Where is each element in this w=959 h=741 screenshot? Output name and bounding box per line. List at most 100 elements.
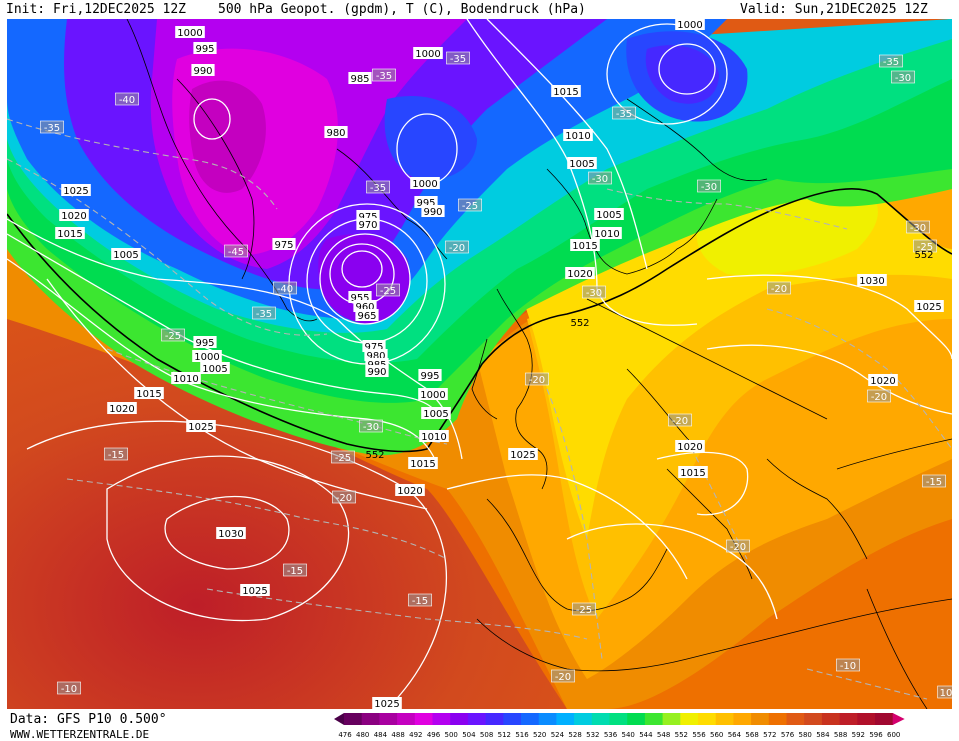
pressure-label-box xyxy=(418,388,448,400)
pressure-label-box xyxy=(134,387,164,399)
colorbar-tick-label: 580 xyxy=(798,731,812,739)
pressure-label-box xyxy=(857,274,887,286)
temperature-label-box xyxy=(104,447,128,461)
temperature-label-text: -20 xyxy=(672,416,688,427)
pressure-label-text: 1005 xyxy=(202,364,227,375)
temperature-label-box xyxy=(668,413,692,427)
temperature-label-box xyxy=(525,372,549,386)
pressure-label: 990 xyxy=(421,205,445,218)
temperature-label-text: -35 xyxy=(256,309,272,320)
temperature-label: -30 xyxy=(891,70,915,84)
pressure-label-box xyxy=(216,527,246,539)
isobar-norway-low xyxy=(658,43,716,95)
pressure-label-text: 1000 xyxy=(194,352,219,363)
coast-middle-east xyxy=(866,588,928,709)
colorbar-cell xyxy=(556,713,575,725)
temperature-label-box xyxy=(408,593,432,607)
temperature-label-text: -25 xyxy=(576,605,592,616)
pressure-label-box xyxy=(107,402,137,414)
pressure-label: 1005 xyxy=(200,362,230,375)
temperature-label-text: -15 xyxy=(926,477,942,488)
temperature-label: -40 xyxy=(115,92,139,106)
pressure-label-text: 1025 xyxy=(916,302,941,313)
pressure-label-box xyxy=(408,457,438,469)
pressure-label-text: 975 xyxy=(274,240,293,251)
colorbar-cell xyxy=(839,713,858,725)
temperature-label: -25 xyxy=(572,602,596,616)
isotherm xyxy=(606,188,848,230)
pressure-label: 1005 xyxy=(111,248,141,261)
temperature-label-box xyxy=(273,281,297,295)
pressure-label: 975 xyxy=(272,238,296,251)
colorbar-tick-label: 596 xyxy=(869,731,883,739)
isobar-low-965 xyxy=(319,233,411,325)
temperature-label-text: -40 xyxy=(119,95,135,106)
isobar xyxy=(706,344,952,415)
isobar-low-975 xyxy=(288,203,446,365)
isobar-russia-high xyxy=(706,274,952,360)
colorbar-cell xyxy=(538,713,557,725)
pressure-label-text: 995 xyxy=(195,44,214,55)
pressure-label-text: 1015 xyxy=(57,229,82,240)
colorbar-cell xyxy=(875,713,894,725)
pressure-label-text: 1000 xyxy=(420,390,445,401)
pressure-label-box xyxy=(421,205,445,217)
temperature-label: -20 xyxy=(867,389,891,403)
colorbar-cells xyxy=(334,713,905,725)
colorbar-tick-label: 508 xyxy=(479,731,494,739)
coast-north xyxy=(626,98,768,182)
pressure-label: 1030 xyxy=(216,527,246,540)
pressure-label-text: 955 xyxy=(350,293,369,304)
pressure-label: 995 xyxy=(193,336,217,349)
pressure-label-box xyxy=(395,484,425,496)
isobar xyxy=(7,258,438,465)
colorbar-cell xyxy=(786,713,805,725)
pressure-label-text: 1020 xyxy=(677,442,702,453)
colorbar-tick-label: 524 xyxy=(550,731,565,739)
pressure-label-text: 1000 xyxy=(412,179,437,190)
temperature-label: -30 xyxy=(359,419,383,433)
temperature-label-box xyxy=(836,658,860,672)
field-blue-core xyxy=(645,45,719,104)
pressure-label-text: 1005 xyxy=(569,159,594,170)
pressure-label-text: 1030 xyxy=(218,529,243,540)
isobar xyxy=(26,420,447,709)
data-source: Data: GFS P10 0.500° xyxy=(10,712,167,727)
pressure-label: 1005 xyxy=(421,407,451,420)
colorbar-tick-label: 560 xyxy=(710,731,724,739)
geopotential-label-text: 552 xyxy=(914,250,933,261)
temperature-label-text: -30 xyxy=(910,223,926,234)
colorbar-arrow-left xyxy=(334,713,344,725)
temperature-label-text: -20 xyxy=(529,375,545,386)
pressure-label-box xyxy=(111,248,141,260)
pressure-label-text: 1000 xyxy=(177,28,202,39)
temperature-label-text: -35 xyxy=(376,71,392,82)
pressure-label-box xyxy=(365,365,389,377)
pressure-label-text: 1015 xyxy=(680,468,705,479)
pressure-label-text: 1005 xyxy=(113,250,138,261)
pressure-label-box xyxy=(191,64,215,76)
geopotential-label: 552 xyxy=(365,450,384,461)
colorbar-tick-label: 480 xyxy=(356,731,370,739)
pressure-label-text: 1025 xyxy=(63,186,88,197)
colorbar-cell xyxy=(361,713,380,725)
temperature-label-box xyxy=(551,669,575,683)
init-time: Init: Fri,12DEC2025 12Z xyxy=(6,2,187,17)
pressure-label-box xyxy=(171,372,201,384)
valid-time: Valid: Sun,21DEC2025 12Z xyxy=(740,2,928,17)
pressure-label-text: 990 xyxy=(367,367,386,378)
pressure-label-text: 1010 xyxy=(421,432,446,443)
temperature-label-text: -15 xyxy=(108,450,124,461)
pressure-label: 1015 xyxy=(551,85,581,98)
temperature-label: -20 xyxy=(767,281,791,295)
temperature-label-box xyxy=(372,68,396,82)
pressure-label-text: 1000 xyxy=(677,20,702,31)
temperature-label: -35 xyxy=(366,180,390,194)
temperature-label-box xyxy=(332,490,356,504)
temperature-label: -20 xyxy=(445,240,469,254)
pressure-label: 1010 xyxy=(171,372,201,385)
temperature-label-box xyxy=(588,171,612,185)
temperature-label-text: -30 xyxy=(701,182,717,193)
coast-iberia xyxy=(486,498,668,612)
pressure-label-text: 975 xyxy=(358,212,377,223)
